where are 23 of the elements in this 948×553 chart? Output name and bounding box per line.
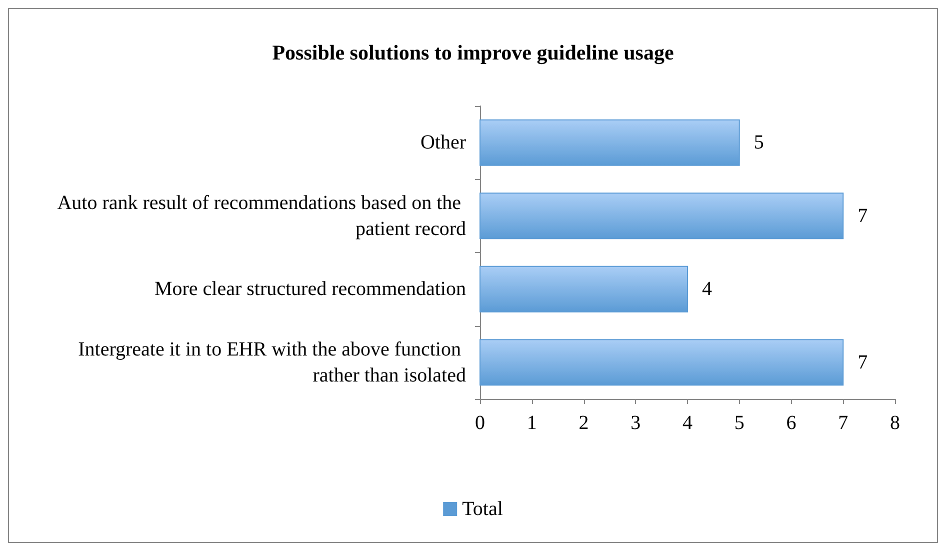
y-tick-label: More clear structured recommendation bbox=[154, 278, 466, 300]
x-tick-label: 3 bbox=[630, 412, 641, 434]
bar bbox=[480, 266, 688, 312]
data-label: 4 bbox=[702, 278, 712, 300]
x-tick-label: 2 bbox=[578, 412, 589, 434]
x-tick-label: 4 bbox=[682, 412, 692, 434]
x-tick-label: 7 bbox=[838, 412, 848, 434]
x-tick-label: 1 bbox=[526, 412, 537, 434]
y-tick-label: Other bbox=[420, 132, 466, 154]
legend-label: Total bbox=[462, 498, 504, 520]
chart-title: Possible solutions to improve guideline usage bbox=[272, 40, 674, 64]
data-label: 5 bbox=[754, 132, 764, 154]
y-tick-label: Intergreate it in to EHR with the above function rather than isolated bbox=[78, 338, 466, 386]
bar bbox=[480, 339, 844, 386]
x-tick-label: 8 bbox=[890, 412, 900, 434]
data-label: 7 bbox=[858, 204, 868, 227]
data-label: 7 bbox=[858, 351, 868, 374]
x-tick-label: 5 bbox=[734, 412, 744, 434]
x-tick-label: 6 bbox=[786, 412, 796, 434]
x-tick-label: 0 bbox=[475, 412, 485, 434]
y-tick-label: Auto rank result of recommendations based on the patient record bbox=[57, 192, 466, 240]
bar bbox=[480, 192, 844, 240]
bar bbox=[480, 119, 740, 166]
